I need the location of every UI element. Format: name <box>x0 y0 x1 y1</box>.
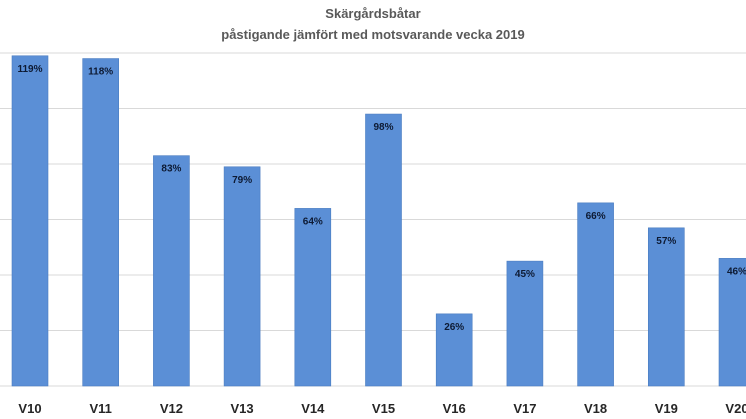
data-label: 119% <box>17 64 42 75</box>
x-tick-label: V12 <box>160 401 183 416</box>
x-tick-label: V13 <box>231 401 254 416</box>
bar-v15 <box>365 113 402 387</box>
data-label: 66% <box>586 211 606 222</box>
x-tick-label: V16 <box>443 401 466 416</box>
data-label: 83% <box>161 164 181 175</box>
x-tick-label: V18 <box>584 401 607 416</box>
bar-v10 <box>11 55 49 387</box>
bar-v19 <box>647 227 685 387</box>
data-label: 118% <box>88 67 113 78</box>
bar-v13 <box>223 166 261 387</box>
bar-v16 <box>435 313 473 387</box>
data-label: 98% <box>373 122 393 133</box>
data-label: 26% <box>444 322 464 333</box>
x-tick-label: V15 <box>372 401 395 416</box>
x-tick-label: V14 <box>301 401 325 416</box>
x-tick-label: V17 <box>513 401 536 416</box>
data-label: 57% <box>656 236 676 247</box>
bar-v12 <box>153 155 190 387</box>
bar-v14 <box>294 208 332 387</box>
x-tick-label: V20 <box>725 401 746 416</box>
x-tick-label: V10 <box>18 401 41 416</box>
data-label: 79% <box>232 175 252 186</box>
x-tick-label: V19 <box>655 401 678 416</box>
bar-v11 <box>82 58 119 387</box>
bar-v18 <box>577 202 614 387</box>
data-label: 64% <box>303 216 323 227</box>
data-label: 46% <box>727 266 746 277</box>
x-tick-label: V11 <box>89 401 111 416</box>
chart-subtitle: påstigande jämfört med motsvarande vecka… <box>221 27 525 42</box>
data-label: 45% <box>515 269 535 280</box>
bar-v20 <box>718 258 746 387</box>
chart-title: Skärgårdsbåtar <box>325 6 421 21</box>
bar-v17 <box>506 260 544 387</box>
